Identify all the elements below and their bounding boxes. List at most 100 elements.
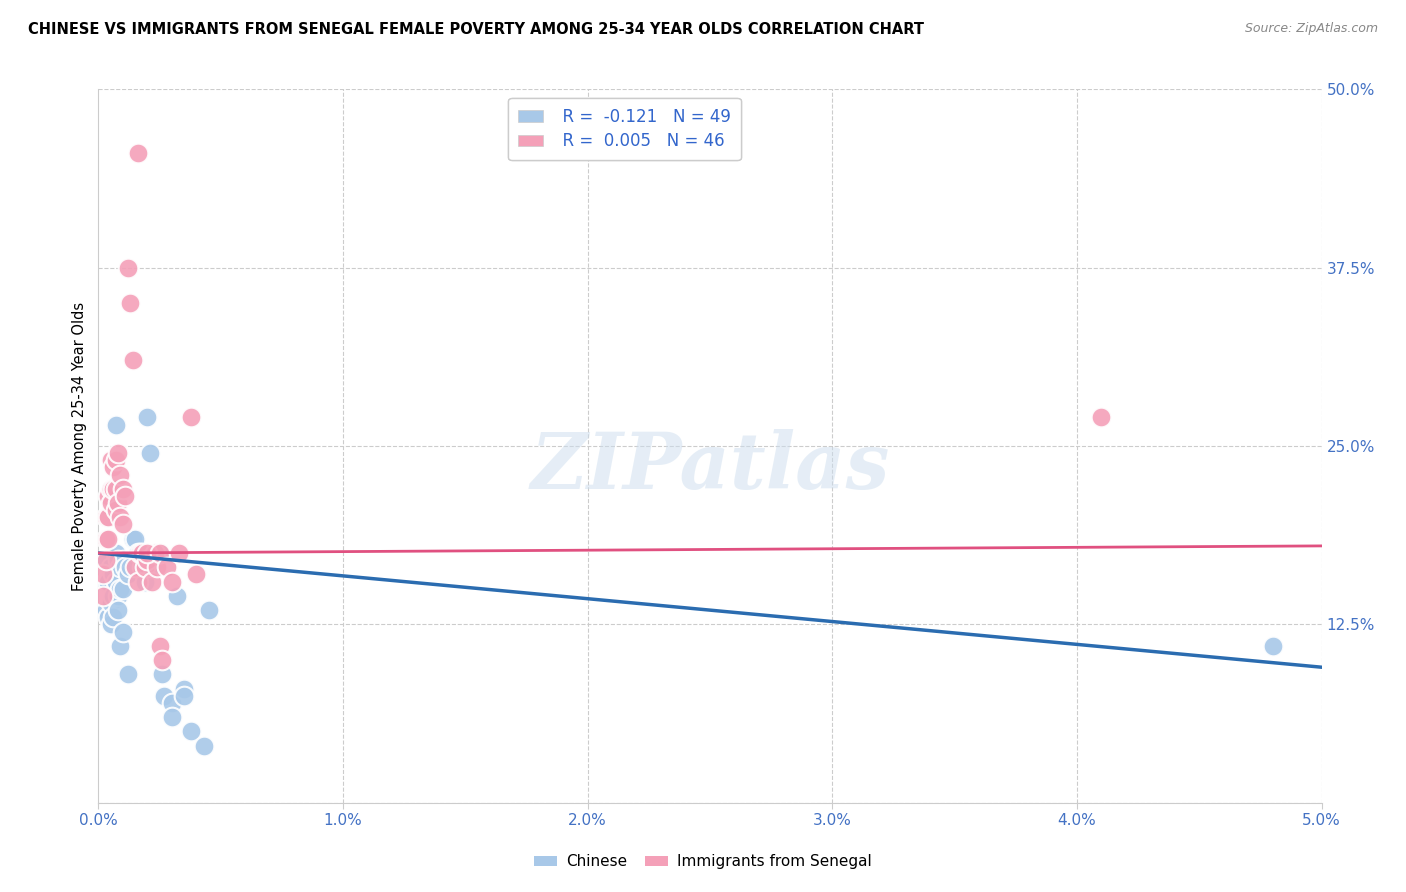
Point — [127, 546, 149, 560]
Point — [141, 553, 163, 567]
Point — [101, 589, 124, 603]
Point — [150, 653, 173, 667]
Point — [136, 410, 159, 425]
Point — [111, 582, 134, 596]
Point — [110, 510, 132, 524]
Point — [124, 560, 146, 574]
Point — [1261, 639, 1284, 653]
Point — [91, 553, 114, 567]
Point — [107, 446, 129, 460]
Point — [110, 560, 132, 574]
Point — [136, 553, 159, 567]
Point — [104, 503, 127, 517]
Point — [173, 681, 195, 696]
Point — [104, 574, 127, 589]
Point — [107, 553, 129, 567]
Point — [120, 560, 142, 574]
Point — [100, 560, 122, 574]
Point — [136, 546, 159, 560]
Point — [110, 467, 132, 482]
Point — [111, 553, 134, 567]
Point — [97, 489, 120, 503]
Point — [156, 560, 179, 574]
Point — [131, 546, 153, 560]
Point — [124, 532, 146, 546]
Point — [134, 574, 156, 589]
Point — [167, 546, 190, 560]
Point — [180, 724, 202, 739]
Point — [100, 596, 122, 610]
Point — [97, 532, 120, 546]
Text: Source: ZipAtlas.com: Source: ZipAtlas.com — [1244, 22, 1378, 36]
Point — [104, 482, 127, 496]
Point — [111, 517, 134, 532]
Point — [166, 589, 188, 603]
Point — [100, 496, 122, 510]
Point — [193, 739, 215, 753]
Point — [91, 567, 114, 582]
Point — [197, 603, 219, 617]
Point — [121, 532, 143, 546]
Point — [114, 560, 136, 574]
Point — [110, 639, 132, 653]
Point — [120, 296, 142, 310]
Point — [150, 667, 173, 681]
Text: CHINESE VS IMMIGRANTS FROM SENEGAL FEMALE POVERTY AMONG 25-34 YEAR OLDS CORRELAT: CHINESE VS IMMIGRANTS FROM SENEGAL FEMAL… — [28, 22, 924, 37]
Point — [143, 546, 166, 560]
Point — [104, 546, 127, 560]
Point — [186, 567, 208, 582]
Point — [100, 482, 122, 496]
Point — [1090, 410, 1112, 425]
Point — [117, 567, 139, 582]
Point — [149, 546, 172, 560]
Point — [141, 560, 163, 574]
Point — [131, 560, 153, 574]
Point — [97, 610, 120, 624]
Point — [100, 617, 122, 632]
Point — [129, 546, 152, 560]
Point — [110, 582, 132, 596]
Point — [104, 417, 127, 432]
Legend: Chinese, Immigrants from Senegal: Chinese, Immigrants from Senegal — [527, 848, 879, 875]
Point — [111, 482, 134, 496]
Point — [107, 603, 129, 617]
Point — [94, 532, 117, 546]
Point — [153, 689, 176, 703]
Point — [173, 689, 195, 703]
Point — [180, 410, 202, 425]
Point — [160, 710, 183, 724]
Point — [101, 610, 124, 624]
Point — [94, 510, 117, 524]
Point — [139, 446, 162, 460]
Point — [100, 453, 122, 467]
Point — [91, 589, 114, 603]
Point — [101, 460, 124, 475]
Point — [121, 353, 143, 368]
Text: ZIPatlas: ZIPatlas — [530, 429, 890, 506]
Point — [146, 560, 169, 574]
Point — [160, 574, 183, 589]
Point — [149, 639, 172, 653]
Legend:   R =  -0.121   N = 49,   R =  0.005   N = 46: R = -0.121 N = 49, R = 0.005 N = 46 — [509, 97, 741, 161]
Point — [94, 574, 117, 589]
Y-axis label: Female Poverty Among 25-34 Year Olds: Female Poverty Among 25-34 Year Olds — [72, 301, 87, 591]
Point — [101, 482, 124, 496]
Point — [107, 589, 129, 603]
Point — [117, 260, 139, 275]
Point — [117, 667, 139, 681]
Point — [107, 496, 129, 510]
Point — [104, 453, 127, 467]
Point — [136, 560, 159, 574]
Point — [97, 510, 120, 524]
Point — [149, 546, 172, 560]
Point — [97, 574, 120, 589]
Point — [127, 574, 149, 589]
Point — [101, 567, 124, 582]
Point — [141, 574, 163, 589]
Point — [160, 696, 183, 710]
Point — [114, 489, 136, 503]
Point — [94, 553, 117, 567]
Point — [111, 624, 134, 639]
Point — [134, 560, 156, 574]
Point — [127, 146, 149, 161]
